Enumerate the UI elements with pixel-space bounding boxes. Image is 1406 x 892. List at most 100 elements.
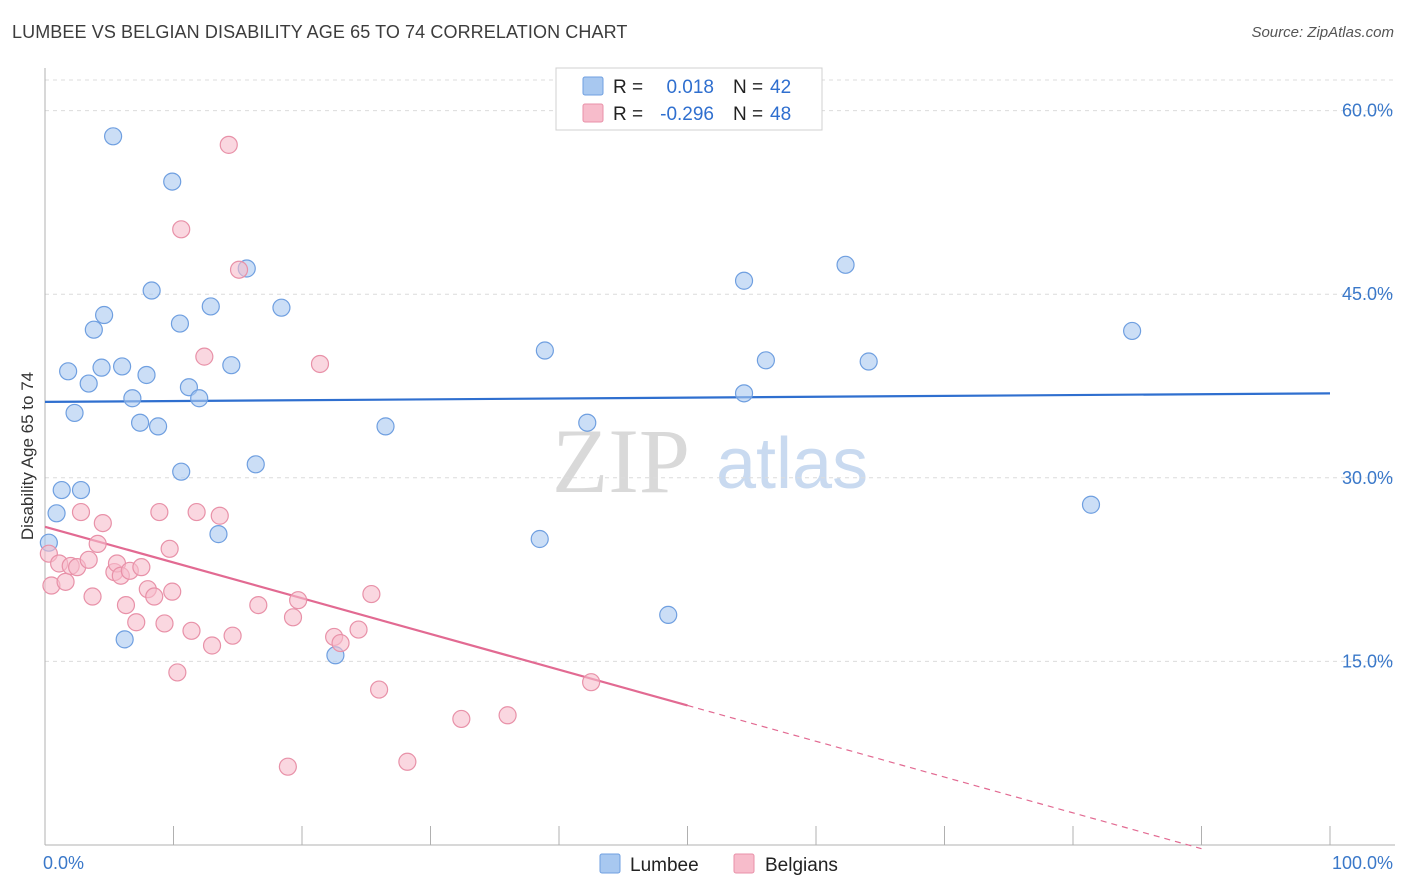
point-lumbee <box>659 605 678 624</box>
point-lumbee <box>1081 495 1101 514</box>
point-lumbee <box>79 374 98 393</box>
point-lumbee <box>222 356 241 375</box>
point-lumbee <box>47 504 66 523</box>
point-belgians <box>498 706 517 725</box>
point-lumbee <box>201 297 220 316</box>
point-belgians <box>88 534 107 553</box>
legend-n-label-lumbee: N = <box>733 77 763 98</box>
point-belgians <box>83 587 102 606</box>
point-belgians <box>71 502 91 522</box>
legend-swatch-lumbee <box>582 76 604 96</box>
point-lumbee <box>756 351 775 370</box>
point-belgians <box>172 220 191 239</box>
legend-r-label-belgians: R = <box>613 104 643 125</box>
trend-line-lumbee <box>44 392 1331 404</box>
point-lumbee <box>148 417 168 436</box>
point-lumbee <box>115 630 134 649</box>
point-belgians <box>182 621 201 640</box>
legend-r-label-lumbee: R = <box>613 77 643 98</box>
point-lumbee <box>172 462 191 481</box>
bottom-legend-belgians: Belgians <box>765 855 838 876</box>
point-belgians <box>145 587 164 606</box>
point-belgians <box>210 506 229 525</box>
point-belgians <box>349 620 368 639</box>
point-lumbee <box>130 413 150 432</box>
point-belgians <box>278 757 297 776</box>
point-lumbee <box>52 480 71 500</box>
point-belgians <box>116 595 136 615</box>
point-lumbee <box>92 358 111 377</box>
watermark-atlas: atlas <box>716 424 868 504</box>
point-belgians <box>127 613 146 632</box>
point-belgians <box>398 752 417 771</box>
x-tick-label-max: 100.0% <box>1332 853 1393 873</box>
point-lumbee <box>163 172 182 191</box>
point-belgians <box>223 626 242 645</box>
legend-swatch-belgians <box>582 103 604 123</box>
grid <box>45 79 1395 662</box>
point-belgians <box>79 550 98 569</box>
point-lumbee <box>1123 321 1142 341</box>
bottom-legend-lumbee: Lumbee <box>630 855 699 876</box>
point-lumbee <box>112 357 132 376</box>
bottom-legend: Lumbee Belgians <box>599 853 838 876</box>
point-lumbee <box>95 305 114 325</box>
point-belgians <box>219 135 238 154</box>
point-belgians <box>202 636 222 655</box>
point-lumbee <box>59 362 78 381</box>
point-lumbee <box>137 365 156 385</box>
point-belgians <box>331 633 350 653</box>
point-lumbee <box>209 525 228 544</box>
x-tick-label-min: 0.0% <box>43 853 84 873</box>
watermark-zip: ZIP <box>552 410 690 512</box>
point-lumbee <box>734 271 754 290</box>
point-lumbee <box>535 341 554 360</box>
data-points <box>39 127 1142 776</box>
y-axis-title: Disability Age 65 to 74 <box>18 372 37 540</box>
point-belgians <box>582 673 601 692</box>
point-belgians <box>362 584 381 604</box>
point-belgians <box>168 663 187 682</box>
legend-n-value-lumbee: 42 <box>770 77 791 98</box>
watermark: ZIP atlas <box>552 410 868 512</box>
y-tick-label: 30.0% <box>1342 468 1393 488</box>
source-label: Source: ZipAtlas.com <box>1251 24 1394 41</box>
point-lumbee <box>104 127 123 146</box>
point-lumbee <box>71 480 91 500</box>
point-lumbee <box>376 417 395 436</box>
legend-box: R = 0.018 N = 42 R = -0.296 N = 48 <box>555 67 823 131</box>
point-belgians <box>150 502 169 522</box>
point-belgians <box>132 558 151 577</box>
point-belgians <box>160 539 179 558</box>
point-belgians <box>283 608 303 627</box>
bottom-legend-swatch-lumbee <box>599 853 621 874</box>
point-lumbee <box>836 255 855 274</box>
trend-line-belgians <box>44 525 688 707</box>
point-belgians <box>249 595 268 615</box>
point-belgians <box>370 680 389 699</box>
point-belgians <box>289 591 308 610</box>
point-lumbee <box>170 314 190 333</box>
point-lumbee <box>859 352 878 371</box>
y-tick-label: 15.0% <box>1342 651 1393 671</box>
point-belgians <box>56 572 75 591</box>
point-lumbee <box>530 529 549 549</box>
point-belgians <box>229 260 249 279</box>
point-lumbee <box>142 281 161 300</box>
point-belgians <box>93 513 112 533</box>
legend-r-value-lumbee: 0.018 <box>666 77 714 98</box>
point-belgians <box>310 354 330 374</box>
point-belgians <box>187 502 206 522</box>
point-lumbee <box>84 320 103 339</box>
point-belgians <box>163 582 182 601</box>
point-lumbee <box>578 413 597 432</box>
trend-lines <box>44 392 1331 850</box>
point-lumbee <box>272 298 291 317</box>
point-lumbee <box>123 389 142 408</box>
legend-n-value-belgians: 48 <box>770 104 791 125</box>
y-tick-label: 60.0% <box>1342 101 1393 121</box>
legend-r-value-belgians: -0.296 <box>660 104 714 125</box>
point-belgians <box>195 347 214 366</box>
point-belgians <box>452 709 471 729</box>
